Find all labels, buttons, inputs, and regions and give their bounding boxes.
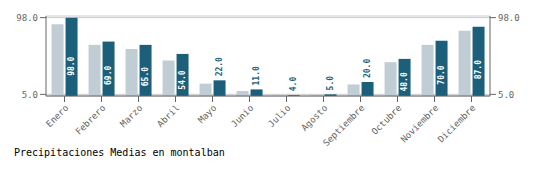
svg-text:Junio: Junio	[229, 103, 255, 129]
svg-text:70.0: 70.0	[437, 65, 446, 84]
svg-text:4.0: 4.0	[289, 77, 298, 92]
svg-text:22.0: 22.0	[215, 57, 224, 76]
html-text:Precipitaciones Medias en mont: Precipitaciones Medias en montalban	[14, 147, 225, 158]
svg-text:11.0: 11.0	[252, 66, 261, 85]
svg-text:Enero: Enero	[44, 103, 70, 129]
svg-text:48.0: 48.0	[400, 72, 409, 91]
svg-text:5.0: 5.0	[22, 90, 38, 100]
svg-text:65.0: 65.0	[141, 67, 150, 86]
svg-text:Mayo: Mayo	[196, 103, 218, 125]
svg-text:98.0: 98.0	[16, 13, 38, 23]
svg-text:87.0: 87.0	[474, 60, 483, 79]
svg-text:Diciembre: Diciembre	[436, 103, 478, 145]
svg-text:98.0: 98.0	[67, 56, 76, 75]
svg-text:Julio: Julio	[266, 103, 292, 129]
svg-text:5.0: 5.0	[326, 76, 335, 91]
svg-text:Octubre: Octubre	[370, 103, 404, 137]
svg-text:Noviembre: Noviembre	[399, 103, 441, 145]
svg-text:69.0: 69.0	[104, 65, 113, 84]
svg-text:20.0: 20.0	[363, 59, 372, 78]
svg-text:5.0: 5.0	[498, 90, 514, 100]
svg-text:Marzo: Marzo	[118, 103, 144, 129]
svg-text:Septiembre: Septiembre	[321, 103, 366, 146]
svg-text:Agosto: Agosto	[299, 103, 329, 133]
svg-text:Abril: Abril	[155, 103, 181, 129]
svg-text:54.0: 54.0	[178, 70, 187, 89]
svg-text:Febrero: Febrero	[74, 103, 108, 137]
svg-text:98.0: 98.0	[498, 13, 520, 23]
